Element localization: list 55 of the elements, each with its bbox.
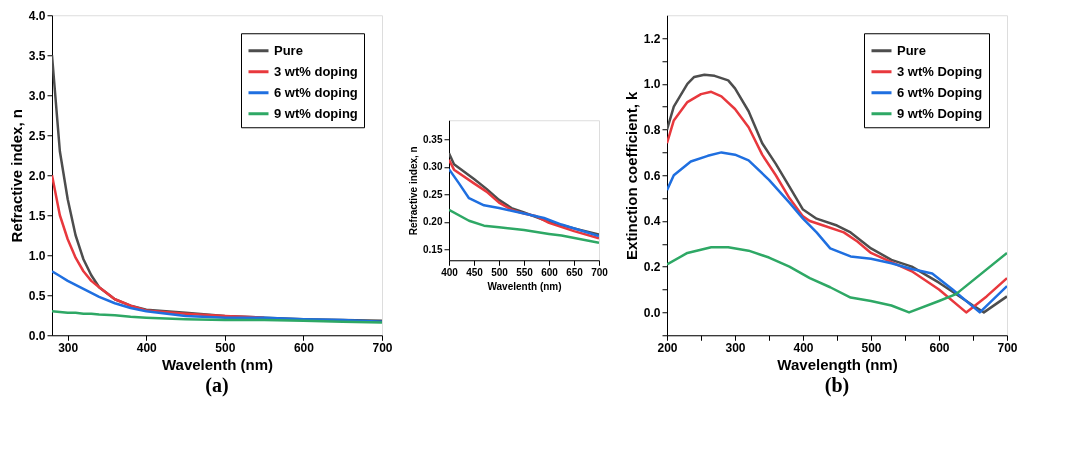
y-tick-label: 1.0 — [643, 77, 661, 92]
y-tick-label: 3.0 — [28, 88, 46, 103]
legend-label: 3 wt% doping — [274, 63, 358, 79]
text: (b) — [824, 374, 850, 398]
x-tick-label: 700 — [997, 340, 1018, 355]
y-tick-label: 0.4 — [643, 214, 661, 229]
y-tick-label: 1.2 — [643, 31, 661, 46]
legend-label: Pure — [897, 42, 926, 58]
x-tick-label: 600 — [541, 266, 559, 278]
y-tick-label: 0.15 — [423, 243, 443, 255]
x-tick-label: 600 — [293, 340, 315, 355]
x-axis-title: Wavelenth (nm) — [487, 280, 562, 292]
legend-label: 6 wt% Doping — [897, 84, 983, 100]
x-tick-label: 700 — [372, 340, 393, 355]
y-tick-label: 0.6 — [643, 168, 661, 183]
y-axis-title: Refractive index, n — [408, 146, 420, 236]
x-tick-label: 550 — [516, 266, 534, 278]
legend-label: 9 wt% Doping — [897, 105, 983, 121]
legend-label: 3 wt% Doping — [897, 63, 983, 79]
x-tick-label: 650 — [566, 266, 584, 278]
y-tick-label: 1.0 — [28, 248, 46, 263]
x-tick-label: 300 — [725, 340, 746, 355]
y-tick-label: 0.0 — [28, 328, 46, 343]
x-tick-label: 400 — [136, 340, 158, 355]
y-tick-label: 0.8 — [643, 123, 661, 138]
y-tick-label: 0.0 — [643, 305, 661, 320]
x-tick-label: 300 — [58, 340, 79, 355]
y-tick-label: 0.5 — [28, 288, 46, 303]
x-tick-label: 500 — [861, 340, 882, 355]
y-tick-label: 2.0 — [28, 168, 46, 183]
y-tick-label: 4.0 — [28, 8, 46, 23]
y-tick-label: 0.25 — [423, 188, 443, 200]
x-tick-label: 600 — [929, 340, 950, 355]
x-axis-title: Wavelength (nm) — [777, 355, 898, 373]
x-tick-label: 500 — [491, 266, 509, 278]
x-tick-label: 400 — [441, 266, 459, 278]
y-tick-label: 0.20 — [423, 216, 443, 228]
y-tick-label: 0.30 — [423, 161, 443, 173]
y-tick-label: 0.35 — [423, 133, 443, 145]
x-tick-label: 400 — [793, 340, 814, 355]
text: (a) — [205, 374, 229, 398]
y-tick-label: 2.5 — [28, 128, 46, 143]
y-tick-label: 3.5 — [28, 48, 46, 63]
x-tick-label: 700 — [591, 266, 609, 278]
x-axis-title: Wavelenth (nm) — [161, 355, 274, 373]
y-axis-title: Extinction coefficient, k — [622, 90, 640, 260]
legend-label: Pure — [274, 42, 303, 58]
y-tick-label: 0.2 — [643, 260, 661, 275]
y-axis-title: Refractive index, n — [7, 109, 25, 243]
legend-label: 9 wt% doping — [274, 105, 358, 121]
legend-label: 6 wt% doping — [274, 84, 358, 100]
x-tick-label: 450 — [466, 266, 484, 278]
y-tick-label: 1.5 — [28, 208, 46, 223]
x-tick-label: 500 — [215, 340, 236, 355]
x-tick-label: 200 — [657, 340, 678, 355]
